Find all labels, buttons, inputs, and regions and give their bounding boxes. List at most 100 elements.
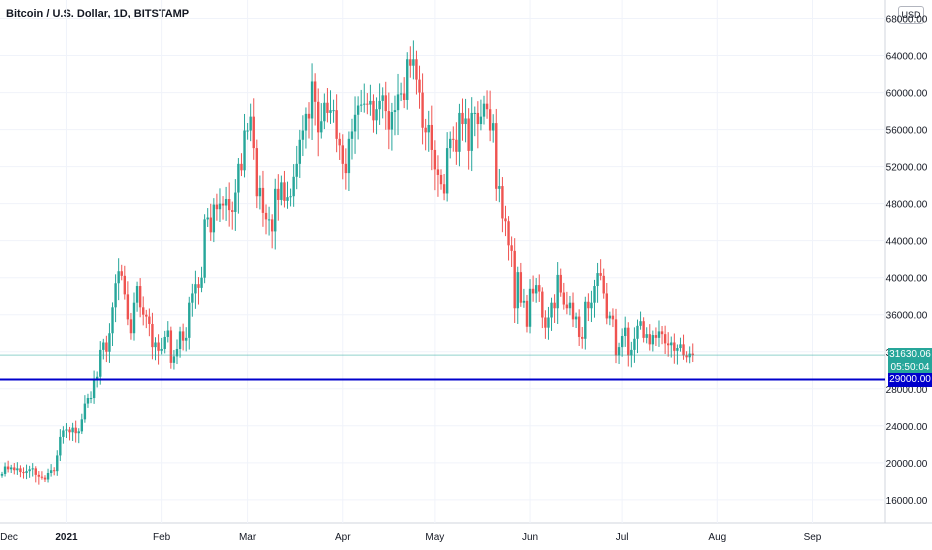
currency-button[interactable]: USD: [898, 6, 924, 24]
candle-body: [415, 59, 418, 80]
last-price-value: 31630.06: [889, 349, 931, 361]
candle-body: [353, 114, 357, 132]
candle-body: [544, 317, 547, 328]
grid: [0, 0, 932, 524]
x-tick-label: May: [425, 532, 444, 543]
candle-body: [59, 436, 62, 456]
candle-body: [240, 163, 243, 171]
candle-body: [449, 138, 452, 149]
candle-body: [320, 121, 323, 133]
y-tick-label: 44000.00: [886, 237, 928, 248]
candle-body: [301, 130, 305, 140]
candle-body: [636, 325, 639, 339]
candle-body: [492, 123, 495, 131]
candle-body: [145, 314, 148, 317]
candle-body: [0, 473, 4, 476]
candle-body: [571, 302, 575, 320]
candle-body: [129, 319, 133, 334]
candle-body: [581, 336, 584, 339]
candle-body: [126, 294, 130, 320]
candle-body: [283, 182, 286, 201]
candle-body: [522, 300, 526, 303]
candle-body: [105, 342, 108, 352]
candle-body: [347, 138, 351, 174]
candle-body: [356, 105, 360, 115]
chart-title: Bitcoin / U.S. Dollar, 1D, BITSTAMP: [6, 8, 190, 20]
candle-body: [194, 284, 197, 294]
candle-body: [160, 348, 163, 351]
candle-body: [519, 272, 523, 303]
y-tick-label: 60000.00: [886, 89, 928, 100]
candle-body: [455, 139, 458, 152]
candle-body: [418, 79, 421, 93]
candle-body: [341, 145, 344, 164]
candle-body: [473, 112, 476, 114]
candle-body: [191, 293, 194, 303]
candle-body: [89, 398, 93, 400]
candle-body: [541, 291, 544, 318]
candle-body: [369, 100, 372, 105]
candle-body: [430, 124, 433, 150]
candle-body: [651, 335, 655, 345]
candle-body: [163, 336, 166, 349]
candle-body: [501, 186, 504, 219]
candle-body: [445, 148, 449, 194]
candle-body: [366, 103, 369, 105]
candle-body: [510, 245, 513, 251]
candle-body: [654, 335, 658, 338]
candle-body: [307, 113, 311, 119]
candle-body: [335, 110, 338, 139]
candle-body: [326, 102, 329, 113]
candle-body: [332, 110, 335, 112]
candle-body: [344, 163, 348, 174]
candle-body: [685, 355, 688, 358]
candle-body: [611, 315, 615, 320]
candle-body: [421, 92, 424, 128]
candle-body: [181, 331, 185, 341]
candle-body: [111, 307, 114, 334]
candle-body: [617, 347, 621, 356]
candle-body: [77, 431, 80, 434]
candle-body: [246, 130, 249, 132]
candle-body: [252, 116, 255, 149]
candle-body: [602, 275, 605, 294]
candle-body: [409, 59, 412, 66]
candle-body: [525, 300, 529, 327]
candle-body: [590, 302, 593, 309]
candle-body: [68, 429, 71, 433]
candle-body: [323, 102, 326, 122]
candle-body: [86, 398, 90, 404]
candle-body: [614, 319, 618, 356]
candle-body: [175, 348, 179, 357]
candle-body: [534, 285, 538, 294]
candle-body: [31, 468, 34, 470]
candle-body: [65, 429, 68, 431]
y-tick-label: 20000.00: [886, 459, 928, 470]
candle-body: [673, 342, 676, 351]
candle-body: [317, 101, 320, 133]
candle-body: [295, 163, 298, 177]
candle-body: [387, 111, 391, 130]
candle-body: [424, 127, 427, 133]
candle-body: [102, 342, 105, 350]
candle-body: [648, 334, 651, 345]
candle-body: [550, 302, 553, 318]
candle-body: [132, 302, 136, 334]
candle-body: [25, 471, 28, 474]
candle-body: [660, 331, 664, 335]
y-tick-label: 52000.00: [886, 163, 928, 174]
candle-body: [568, 302, 572, 309]
candle-body: [218, 203, 222, 210]
candle-body: [142, 307, 145, 315]
candle-body: [185, 337, 188, 341]
candle-body: [249, 116, 252, 131]
y-tick-label: 24000.00: [886, 422, 928, 433]
candle-body: [363, 103, 366, 105]
candle-body: [396, 94, 400, 111]
candle-body: [605, 293, 608, 319]
candle-body: [237, 163, 240, 193]
candle-body: [135, 286, 139, 303]
candle-body: [516, 272, 519, 309]
candle-body: [538, 285, 541, 292]
